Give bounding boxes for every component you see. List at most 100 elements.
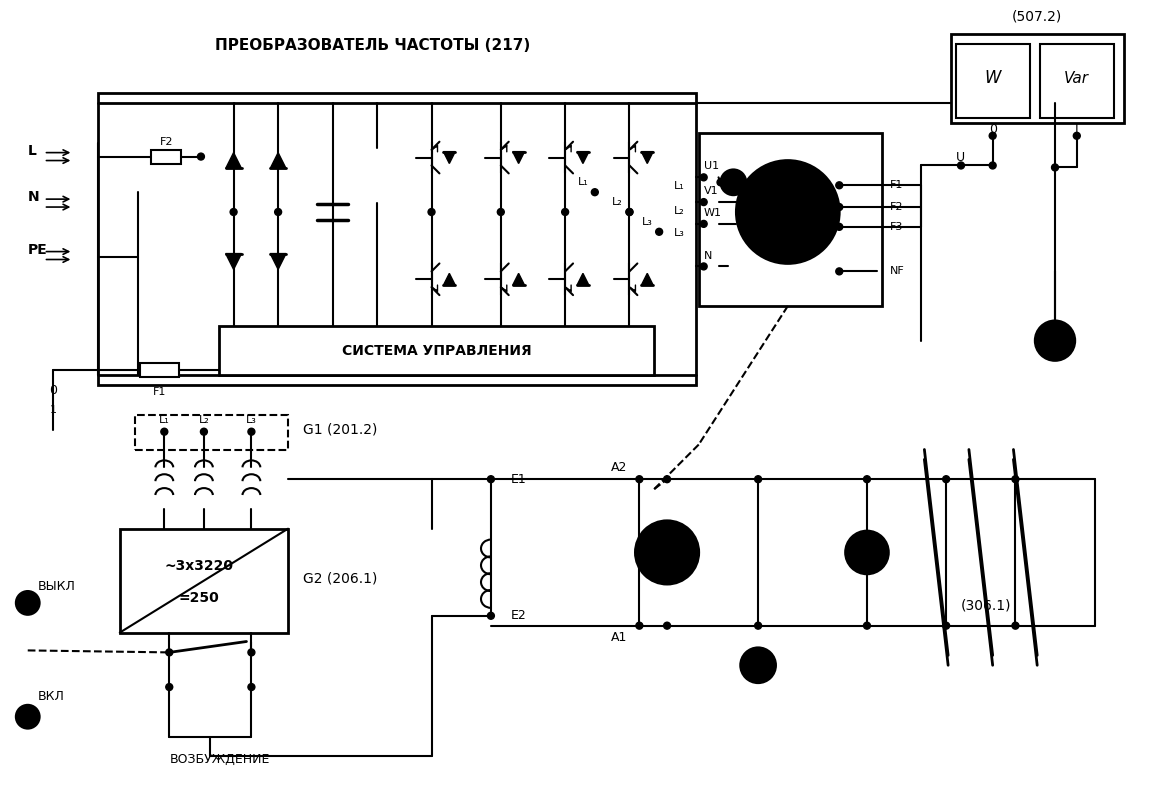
Text: M2: M2: [655, 546, 679, 559]
Circle shape: [717, 179, 724, 185]
Text: A: A: [1049, 333, 1061, 348]
Bar: [120, 529, 288, 633]
Text: =250: =250: [179, 591, 219, 605]
Text: L₂: L₂: [612, 197, 623, 207]
Circle shape: [656, 228, 663, 235]
Text: 0: 0: [50, 384, 58, 397]
Circle shape: [1035, 321, 1075, 360]
Circle shape: [626, 209, 633, 215]
Text: L₂: L₂: [199, 415, 209, 425]
Circle shape: [230, 209, 237, 215]
Text: PE: PE: [28, 243, 47, 256]
Bar: [951, 34, 1124, 123]
Circle shape: [754, 622, 761, 629]
Text: L: L: [28, 143, 37, 158]
Circle shape: [1012, 476, 1019, 483]
Circle shape: [198, 153, 204, 160]
Circle shape: [16, 591, 39, 615]
Circle shape: [1012, 622, 1019, 629]
Text: G2 (206.1): G2 (206.1): [303, 571, 378, 585]
Polygon shape: [578, 273, 589, 285]
Circle shape: [248, 428, 255, 435]
Text: V1: V1: [703, 186, 718, 196]
Polygon shape: [270, 152, 286, 168]
Text: L₃: L₃: [642, 217, 653, 227]
Circle shape: [275, 209, 282, 215]
Circle shape: [1051, 164, 1058, 171]
Polygon shape: [513, 273, 524, 285]
Text: A1: A1: [611, 631, 627, 644]
Circle shape: [487, 476, 494, 483]
Polygon shape: [513, 152, 524, 164]
Text: A2: A2: [611, 461, 627, 474]
Circle shape: [248, 649, 255, 656]
Text: 1: 1: [50, 405, 57, 415]
Circle shape: [721, 169, 746, 195]
Text: ~3х3220: ~3х3220: [164, 559, 233, 573]
Circle shape: [636, 622, 643, 629]
Circle shape: [201, 428, 208, 435]
Circle shape: [836, 204, 843, 210]
Text: (507.2): (507.2): [1012, 9, 1063, 23]
Text: ВКЛ: ВКЛ: [38, 691, 65, 704]
Text: A: A: [753, 659, 763, 672]
Text: L₁: L₁: [159, 415, 170, 425]
Circle shape: [864, 622, 871, 629]
Text: F2: F2: [889, 202, 903, 212]
Text: L₁: L₁: [578, 177, 588, 187]
Circle shape: [754, 476, 761, 483]
Polygon shape: [641, 273, 654, 285]
Circle shape: [989, 132, 996, 139]
Circle shape: [1073, 132, 1080, 139]
Circle shape: [989, 162, 996, 169]
Text: ВЫКЛ: ВЫКЛ: [38, 580, 75, 592]
Polygon shape: [270, 254, 286, 269]
Circle shape: [957, 162, 964, 169]
Circle shape: [498, 209, 505, 215]
Circle shape: [700, 174, 707, 181]
Circle shape: [942, 622, 949, 629]
Circle shape: [700, 263, 707, 270]
Text: (306.1): (306.1): [961, 599, 1011, 613]
Text: F2: F2: [159, 137, 173, 147]
Circle shape: [845, 530, 888, 574]
Bar: [135, 415, 288, 450]
Circle shape: [626, 209, 633, 215]
Text: F3: F3: [889, 222, 903, 232]
Circle shape: [161, 428, 167, 435]
Circle shape: [836, 182, 843, 189]
Polygon shape: [225, 254, 241, 269]
Text: M1: M1: [774, 203, 802, 221]
Circle shape: [429, 209, 435, 215]
Bar: [1041, 44, 1115, 118]
Text: ВОЗБУЖДЕНИЕ: ВОЗБУЖДЕНИЕ: [170, 753, 269, 766]
Text: V: V: [730, 177, 737, 187]
Circle shape: [635, 521, 699, 584]
Text: E1: E1: [511, 472, 527, 486]
Text: W1: W1: [703, 208, 722, 218]
Circle shape: [591, 189, 598, 196]
Text: I: I: [1075, 123, 1079, 136]
Circle shape: [664, 476, 671, 483]
Text: СИСТЕМА УПРАВЛЕНИЯ: СИСТЕМА УПРАВЛЕНИЯ: [342, 343, 531, 358]
Text: L₂: L₂: [673, 206, 684, 216]
Circle shape: [24, 599, 31, 607]
Circle shape: [664, 622, 671, 629]
Circle shape: [700, 220, 707, 227]
Text: 0: 0: [989, 123, 997, 136]
Circle shape: [740, 647, 776, 683]
Polygon shape: [578, 152, 589, 164]
Text: U: U: [956, 151, 966, 164]
Circle shape: [700, 198, 707, 206]
Circle shape: [487, 613, 494, 619]
Text: W: W: [984, 69, 1001, 87]
Polygon shape: [225, 152, 241, 168]
Circle shape: [836, 223, 843, 231]
Bar: [98, 93, 695, 385]
Circle shape: [758, 182, 818, 242]
Text: F1: F1: [152, 387, 166, 397]
Bar: [140, 364, 179, 377]
Text: L₃: L₃: [246, 415, 256, 425]
Circle shape: [248, 683, 255, 691]
Text: N: N: [28, 190, 39, 204]
